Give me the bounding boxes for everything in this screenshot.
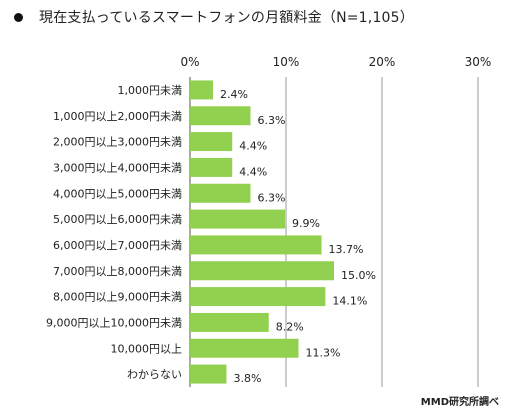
value-label: 6.3% (257, 191, 285, 204)
category-label: 1,000円未満 (118, 84, 183, 97)
value-label: 9.9% (292, 217, 320, 230)
x-tick-label: 30% (465, 55, 492, 69)
category-label: 4,000円以上5,000円未満 (53, 187, 182, 200)
bar (190, 338, 299, 358)
category-label: 2,000円以上3,000円未満 (53, 136, 182, 149)
value-label: 13.7% (329, 243, 364, 256)
category-label: 7,000円以上8,000円未満 (53, 265, 182, 278)
x-tick-label: 10% (273, 55, 300, 69)
bar (190, 183, 251, 203)
bar (190, 80, 214, 100)
source-note: MMD研究所調べ (420, 397, 499, 408)
chart-title: 現在支払っているスマートフォンの月額料金（N=1,105） (14, 6, 414, 28)
category-label: 1,000円以上2,000円未満 (53, 110, 182, 123)
bar (190, 312, 269, 332)
x-tick-label: 20% (369, 55, 396, 69)
bar (190, 157, 233, 177)
chart-title-text: 現在支払っているスマートフォンの月額料金（N=1,105） (39, 10, 414, 26)
bar (190, 261, 334, 281)
x-tick-label: 0% (180, 55, 199, 69)
category-label: 10,000円以上 (111, 342, 183, 355)
category-label: 6,000円以上7,000円未満 (53, 239, 182, 252)
category-label: 8,000円以上9,000円未満 (53, 291, 182, 304)
bar (190, 132, 233, 152)
category-label: わからない (127, 368, 182, 381)
category-label: 5,000円以上6,000円未満 (53, 213, 182, 226)
value-label: 4.4% (239, 140, 267, 153)
bar (190, 287, 326, 307)
bar (190, 364, 227, 384)
value-label: 2.4% (220, 88, 248, 101)
value-label: 3.8% (233, 372, 261, 385)
category-label: 3,000円以上4,000円未満 (53, 161, 182, 174)
value-label: 4.4% (239, 165, 267, 178)
value-label: 14.1% (332, 295, 367, 308)
value-label: 15.0% (341, 269, 376, 282)
value-label: 11.3% (305, 346, 340, 359)
bar (190, 106, 251, 126)
value-label: 8.2% (276, 320, 304, 333)
category-label: 9,000円以上10,000円未満 (46, 316, 182, 329)
bar (190, 209, 286, 229)
bar (190, 235, 322, 255)
value-label: 6.3% (257, 114, 285, 127)
bullet-icon (14, 12, 23, 22)
